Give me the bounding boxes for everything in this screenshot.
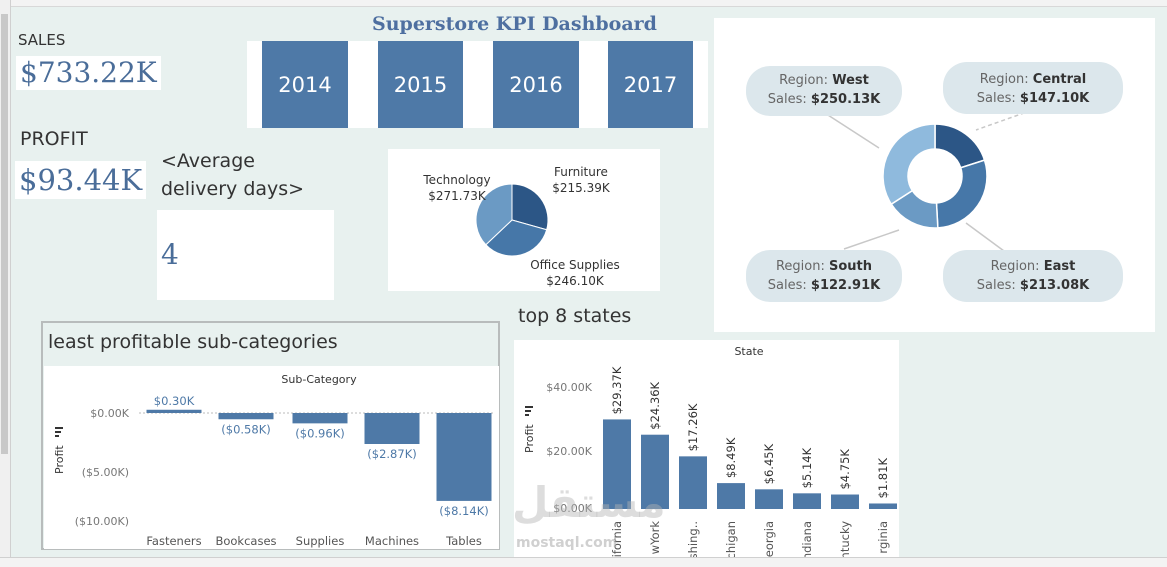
- least-profitable-panel: least profitable sub-categories Sub-Cate…: [41, 321, 500, 550]
- category-label-machines: Machines: [365, 534, 419, 548]
- donut-slice-west[interactable]: [882, 123, 936, 206]
- pie-value-technology: $271.73K: [428, 189, 487, 203]
- pie-slice-office-supplies[interactable]: [485, 219, 548, 257]
- dashboard-title: Superstore KPI Dashboard: [372, 13, 657, 35]
- profit-value: $93.44K: [15, 161, 147, 199]
- region-pill-central: Region: Central Sales: $147.10K: [943, 62, 1123, 114]
- bar-label-supplies: ($0.96K): [295, 426, 344, 440]
- bar-label-machines: ($2.87K): [367, 447, 416, 461]
- state-value-ifornia: $29.37K: [610, 366, 624, 414]
- pie-label-furniture: Furniture: [554, 165, 608, 179]
- region-pill-west: Region: West Sales: $250.13K: [746, 66, 902, 116]
- bar-label-fasteners: $0.30K: [154, 394, 195, 408]
- region-panel: Region: West Sales: $250.13K Region: Cen…: [714, 18, 1155, 332]
- pie-label-technology: Technology: [422, 173, 490, 187]
- state-label-rginia: rginia: [876, 521, 890, 554]
- pie-value-furniture: $215.39K: [552, 181, 611, 195]
- sales-label: SALES: [18, 31, 66, 49]
- bar-machines[interactable]: [364, 413, 420, 444]
- least-profitable-heading: least profitable sub-categories: [48, 331, 338, 353]
- avg-delivery-panel: 4: [157, 210, 334, 300]
- state-label-eorgia: eorgia: [762, 521, 776, 557]
- year-button-2015[interactable]: 2015: [378, 41, 463, 128]
- ts-ylabel: Profit: [523, 424, 536, 453]
- category-label-tables: Tables: [445, 534, 482, 548]
- lp-tick-0: $0.00K: [90, 407, 129, 420]
- avg-delivery-label: <Average delivery days>: [161, 150, 305, 200]
- donut-slice-east[interactable]: [935, 159, 988, 229]
- donut-slice-central[interactable]: [934, 123, 986, 169]
- bar-label-bookcases: ($0.58K): [221, 422, 270, 436]
- ts-tick-1: $20.00K: [546, 445, 592, 458]
- state-value-shing: $17.26K: [686, 403, 700, 451]
- ts-tick-2: $0.00K: [553, 502, 592, 515]
- state-label-ndiana: ndiana: [800, 521, 814, 557]
- least-profitable-header: Sub-Category: [281, 373, 357, 386]
- horizontal-scrollbar[interactable]: [0, 557, 1167, 567]
- bar-fasteners[interactable]: [146, 409, 202, 413]
- state-label-shing: shing..: [686, 521, 700, 557]
- category-label-fasteners: Fasteners: [146, 534, 201, 548]
- sort-icon[interactable]: [55, 427, 63, 437]
- state-bar-ndiana[interactable]: [793, 493, 821, 509]
- watermark-url: mostaql.com: [516, 535, 618, 551]
- state-bar-wyork[interactable]: [641, 434, 669, 509]
- state-bar-shing[interactable]: [679, 456, 707, 509]
- state-bar-rginia[interactable]: [869, 503, 897, 509]
- top-states-header: State: [734, 345, 763, 358]
- sort-icon[interactable]: [525, 406, 533, 416]
- lp-ylabel: Profit: [53, 445, 66, 474]
- state-value-wyork: $24.36K: [648, 381, 662, 429]
- state-value-chigan: $8.49K: [724, 437, 738, 478]
- region-pill-east: Region: East Sales: $213.08K: [943, 250, 1123, 302]
- top-states-heading: top 8 states: [518, 305, 632, 327]
- sales-value: $733.22K: [16, 56, 161, 90]
- region-pill-south: Region: South Sales: $122.91K: [746, 250, 902, 302]
- profit-label: PROFIT: [20, 128, 88, 150]
- year-button-2016[interactable]: 2016: [493, 41, 579, 128]
- lp-tick-1: ($5.00K): [82, 466, 129, 479]
- ts-tick-0: $40.00K: [546, 381, 592, 394]
- lp-tick-2: ($10.00K): [75, 515, 129, 528]
- state-bar-chigan[interactable]: [717, 483, 745, 509]
- state-value-rginia: $1.81K: [876, 458, 890, 499]
- pie-slice-furniture[interactable]: [511, 183, 549, 231]
- top-scrollbar[interactable]: [0, 0, 1167, 7]
- least-profitable-chart: Sub-Category $0.00K ($5.00K) ($10.00K) P…: [53, 373, 494, 548]
- least-profitable-chart-area: Sub-Category $0.00K ($5.00K) ($10.00K) P…: [44, 366, 499, 549]
- bar-supplies[interactable]: [292, 413, 348, 424]
- category-label-supplies: Supplies: [296, 534, 345, 548]
- state-bar-ifornia[interactable]: [603, 419, 631, 509]
- top-states-panel: State $40.00K $20.00K $0.00K Profit $29.…: [514, 340, 899, 557]
- vertical-scrollbar[interactable]: [0, 0, 11, 566]
- state-bar-eorgia[interactable]: [755, 489, 783, 509]
- category-pie-panel: Technology $271.73K Furniture $215.39K O…: [388, 149, 660, 291]
- pie-label-office-supplies: Office Supplies: [530, 258, 620, 272]
- state-label-wyork: wYork: [648, 521, 662, 555]
- state-bar-ntucky[interactable]: [831, 494, 859, 509]
- category-label-bookcases: Bookcases: [215, 534, 276, 548]
- state-value-eorgia: $6.45K: [762, 443, 776, 484]
- year-button-2017[interactable]: 2017: [608, 41, 693, 128]
- pie-value-office-supplies: $246.10K: [546, 274, 605, 288]
- state-label-ifornia: ifornia: [610, 521, 624, 557]
- watermark-logo: مستقل: [512, 478, 666, 527]
- bar-tables[interactable]: [436, 413, 492, 501]
- state-value-ndiana: $5.14K: [800, 447, 814, 488]
- avg-delivery-value: 4: [161, 238, 179, 271]
- state-value-ntucky: $4.75K: [838, 449, 852, 490]
- top-states-chart: State $40.00K $20.00K $0.00K Profit $29.…: [523, 345, 897, 557]
- pie-slice-technology[interactable]: [475, 183, 513, 246]
- category-pie-chart: Technology $271.73K Furniture $215.39K O…: [422, 165, 620, 288]
- scrollbar-thumb[interactable]: [1, 14, 8, 454]
- state-label-chigan: chigan: [724, 521, 738, 557]
- bar-label-tables: ($8.14K): [439, 504, 488, 518]
- bar-bookcases[interactable]: [218, 413, 274, 420]
- region-donut-chart: [813, 105, 1039, 252]
- state-label-ntucky: ntucky: [838, 521, 852, 557]
- year-button-2014[interactable]: 2014: [262, 41, 348, 128]
